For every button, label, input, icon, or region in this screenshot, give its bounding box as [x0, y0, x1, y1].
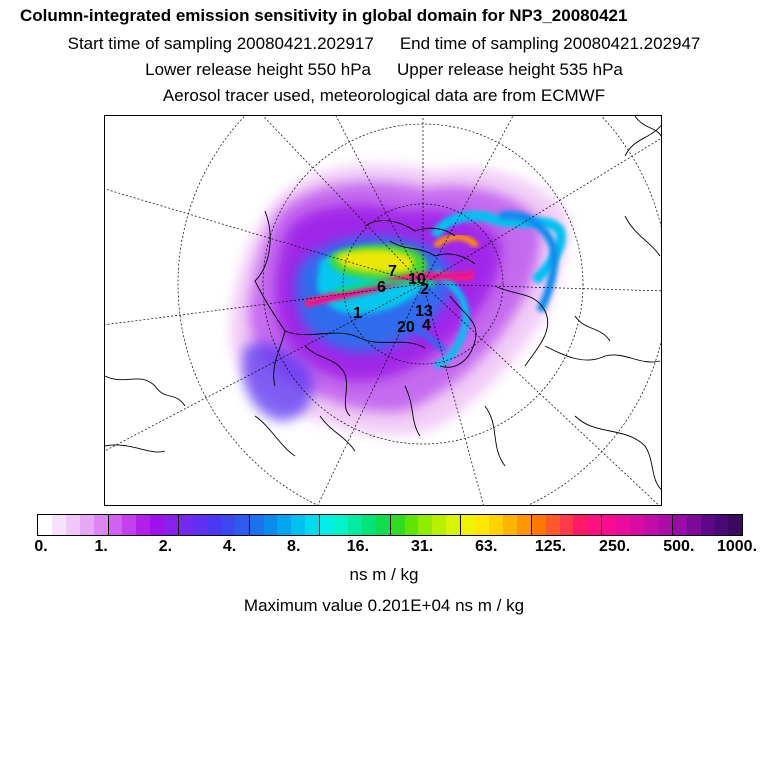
colorbar-segment [347, 515, 362, 535]
colorbar-segment [277, 515, 292, 535]
colorbar-segment [390, 515, 405, 535]
end-time-label: End time of sampling 20080421.202947 [399, 34, 701, 53]
colorbar-tick-label: 8. [287, 538, 301, 555]
marker-2: 2 [420, 281, 429, 298]
marker-20: 20 [397, 319, 415, 336]
graticule [105, 116, 661, 505]
colorbar-segment [93, 515, 109, 535]
colorbar-segment [531, 515, 546, 535]
colorbar-segment [38, 515, 52, 535]
colorbar-tick-label: 125. [534, 538, 567, 555]
colorbar-segment [657, 515, 673, 535]
colorbar-segment [573, 515, 588, 535]
colorbar-segment [602, 515, 617, 535]
colorbar-tick-label: 16. [346, 538, 370, 555]
colorbar-segment [643, 515, 658, 535]
marker-10: 10 [408, 271, 426, 288]
colorbar-segment [320, 515, 335, 535]
colorbar-segment [291, 515, 306, 535]
colorbar-segment [136, 515, 151, 535]
trajectory-markers: 1 2 6 7 10 13 20 4 [353, 263, 433, 336]
colorbar-ticks: 0. 1. 2. 4. 8. 16. 31. 63. 125. 250. 500. 1000. [0, 538, 768, 558]
colorbar-segment [587, 515, 603, 535]
colorbar-segment [461, 515, 476, 535]
colorbar-segment [432, 515, 447, 535]
colorbar-tick-label: 4. [222, 538, 237, 555]
map-panel: 1 2 6 7 10 13 20 4 [104, 115, 662, 506]
colorbar-segment [249, 515, 264, 535]
colorbar-segment [545, 515, 560, 535]
colorbar-tick-label: 2. [158, 538, 173, 555]
colorbar-segment [206, 515, 221, 535]
colorbar-tick-label: 500. [663, 538, 695, 555]
colorbar-segment [305, 515, 321, 535]
release-heights: Lower release height 550 hPa Upper releas… [0, 60, 768, 80]
marker-4: 4 [422, 317, 431, 334]
plot-title: Column-integrated emission sensitivity i… [20, 6, 628, 25]
colorbar-segment [686, 515, 701, 535]
coastlines [105, 116, 661, 490]
colorbar-segment [446, 515, 462, 535]
start-time-label: Start time of sampling 20080421.202917 [67, 34, 374, 53]
colorbar-segment [150, 515, 165, 535]
colorbar-segment [375, 515, 391, 535]
colorbar-segment [234, 515, 250, 535]
colorbar-segment [630, 515, 644, 535]
colorbar-tick-label: 250. [599, 538, 631, 555]
colorbar-segment [122, 515, 137, 535]
sensitivity-plume [230, 164, 569, 435]
colorbar-segment [361, 515, 376, 535]
sensitivity-map: 1 2 6 7 10 13 20 4 [105, 116, 661, 505]
colorbar [37, 514, 743, 536]
colorbar-segment [714, 515, 729, 535]
marker-6: 6 [377, 279, 386, 296]
colorbar-tick-label: 1000. [716, 538, 758, 555]
colorbar-segment [728, 515, 743, 535]
colorbar-segment [51, 515, 66, 535]
upper-release-label: Upper release height 535 hPa [397, 60, 623, 79]
colorbar-segment [700, 515, 715, 535]
colorbar-segment [475, 515, 489, 535]
colorbar-units: ns m / kg [349, 565, 419, 584]
sampling-times: Start time of sampling 20080421.202917 En… [0, 34, 768, 54]
maximum-value-label: Maximum value 0.201E+04 ns m / kg [243, 596, 525, 615]
lower-release-label: Lower release height 550 hPa [145, 60, 371, 79]
colorbar-tick-label: 0. [34, 538, 48, 555]
colorbar-segment [179, 515, 193, 535]
colorbar-segment [263, 515, 278, 535]
marker-1: 1 [353, 305, 362, 322]
colorbar-segment [672, 515, 687, 535]
colorbar-segment [334, 515, 348, 535]
tracer-info: Aerosol tracer used, meteorological data… [162, 86, 606, 105]
colorbar-segment [220, 515, 235, 535]
colorbar-segment [489, 515, 503, 535]
colorbar-segment [65, 515, 80, 535]
colorbar-segment [516, 515, 532, 535]
colorbar-segment [164, 515, 180, 535]
colorbar-segment [616, 515, 631, 535]
colorbar-segment [559, 515, 574, 535]
colorbar-segment [418, 515, 433, 535]
colorbar-tick-label: 63. [475, 538, 498, 555]
marker-13: 13 [415, 303, 433, 320]
colorbar-tick-label: 1. [94, 538, 108, 555]
marker-7: 7 [388, 263, 397, 280]
colorbar-segment [108, 515, 123, 535]
colorbar-segment [404, 515, 419, 535]
colorbar-segment [79, 515, 94, 535]
colorbar-tick-label: 31. [410, 538, 434, 555]
colorbar-segment [502, 515, 517, 535]
colorbar-segment [192, 515, 207, 535]
